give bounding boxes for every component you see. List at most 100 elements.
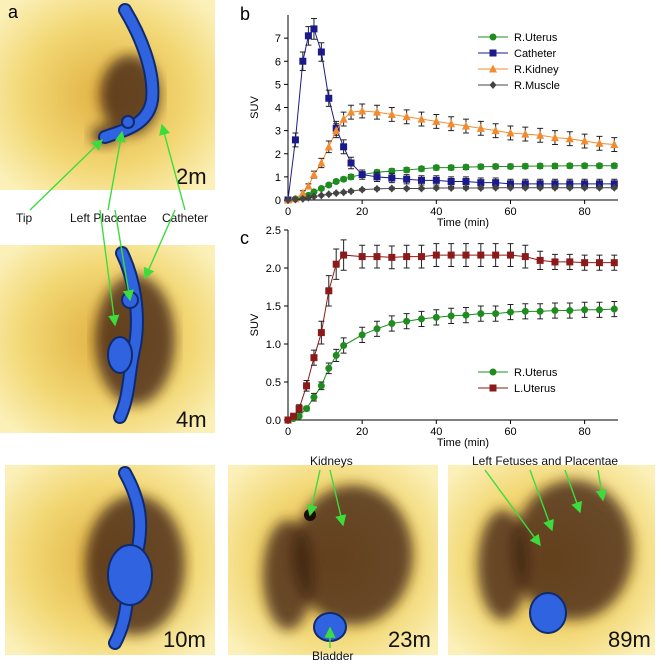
y-axis-label: SUV — [249, 313, 261, 336]
point — [348, 160, 355, 167]
point — [418, 184, 425, 192]
point — [448, 164, 455, 171]
point — [551, 307, 558, 314]
point — [522, 253, 529, 260]
annotation: Left Fetuses and Placentae — [472, 454, 618, 468]
point — [448, 184, 455, 192]
point — [310, 25, 317, 32]
point — [325, 95, 332, 102]
legend-marker — [490, 34, 497, 41]
annotation: Tip — [16, 211, 33, 225]
y-tick-label: 0.0 — [266, 415, 281, 427]
point — [340, 342, 347, 349]
pet-image: 23m — [228, 465, 438, 655]
point — [433, 177, 440, 184]
point — [477, 163, 484, 170]
y-tick-label: 4 — [275, 103, 281, 115]
y-axis-label: SUV — [249, 96, 261, 119]
point — [522, 163, 529, 170]
x-tick-label: 60 — [504, 206, 516, 218]
point — [304, 182, 312, 190]
point — [359, 186, 366, 194]
x-tick-label: 20 — [356, 426, 368, 438]
point — [325, 142, 333, 150]
y-tick-label: 2 — [275, 149, 281, 161]
y-tick-label: 1.5 — [266, 301, 281, 313]
point — [581, 259, 588, 266]
point — [462, 178, 469, 185]
legend-label: R.Kidney — [514, 64, 559, 76]
point — [507, 163, 514, 170]
point — [318, 49, 325, 56]
legend-marker — [490, 50, 497, 57]
point — [418, 253, 425, 260]
point — [611, 306, 618, 313]
y-tick-label: 1 — [275, 172, 281, 184]
point — [537, 308, 544, 315]
series-line — [288, 309, 614, 420]
x-tick-label: 60 — [504, 426, 516, 438]
pet-image: 89m — [448, 465, 655, 655]
legend-marker — [490, 385, 497, 392]
legend-label: R.Uterus — [514, 32, 558, 44]
point — [566, 258, 573, 265]
y-tick-label: 6 — [275, 56, 281, 68]
point — [388, 175, 395, 182]
point — [303, 405, 310, 412]
x-axis-label: Time (min) — [437, 437, 489, 449]
legend-label: R.Uterus — [514, 367, 558, 379]
x-tick-label: 0 — [285, 206, 291, 218]
annotation: Left Placentae — [70, 211, 147, 225]
legend-marker — [490, 81, 497, 89]
y-tick-label: 3 — [275, 126, 281, 138]
point — [325, 190, 332, 198]
point — [403, 166, 410, 173]
point — [333, 189, 340, 197]
point — [492, 310, 499, 317]
point — [507, 309, 514, 316]
point — [581, 306, 588, 313]
point — [340, 252, 347, 259]
point — [507, 252, 514, 259]
legend-label: R.Muscle — [514, 80, 560, 92]
point — [388, 254, 395, 261]
y-tick-label: 0.5 — [266, 377, 281, 389]
point — [477, 310, 484, 317]
point — [551, 163, 558, 170]
point — [596, 162, 603, 169]
point — [462, 164, 469, 171]
point — [403, 253, 410, 260]
point — [448, 312, 455, 319]
x-tick-label: 80 — [579, 206, 591, 218]
point — [403, 176, 410, 183]
x-axis-label: Time (min) — [437, 217, 489, 229]
point — [522, 308, 529, 315]
point — [433, 164, 440, 171]
image-label: 10m — [163, 627, 206, 652]
point — [551, 258, 558, 265]
annotation: Kidneys — [310, 454, 353, 468]
legend-marker — [490, 369, 497, 376]
panel-label: a — [8, 2, 19, 22]
point — [318, 191, 325, 199]
point — [325, 365, 332, 372]
legend-label: L.Uterus — [514, 383, 556, 395]
point — [373, 185, 380, 193]
y-tick-label: 2.0 — [266, 263, 281, 275]
point — [358, 106, 366, 114]
point — [403, 184, 410, 192]
legend-label: Catheter — [514, 48, 557, 60]
point — [418, 165, 425, 172]
x-tick-label: 0 — [285, 426, 291, 438]
point — [359, 331, 366, 338]
point — [537, 257, 544, 264]
point — [303, 382, 310, 389]
y-tick-label: 2.5 — [266, 225, 281, 237]
point — [373, 253, 380, 260]
y-tick-label: 0 — [275, 195, 281, 207]
pet-image: 10m — [5, 465, 215, 655]
point — [492, 163, 499, 170]
point — [581, 162, 588, 169]
point — [340, 188, 347, 196]
x-tick-label: 80 — [579, 426, 591, 438]
